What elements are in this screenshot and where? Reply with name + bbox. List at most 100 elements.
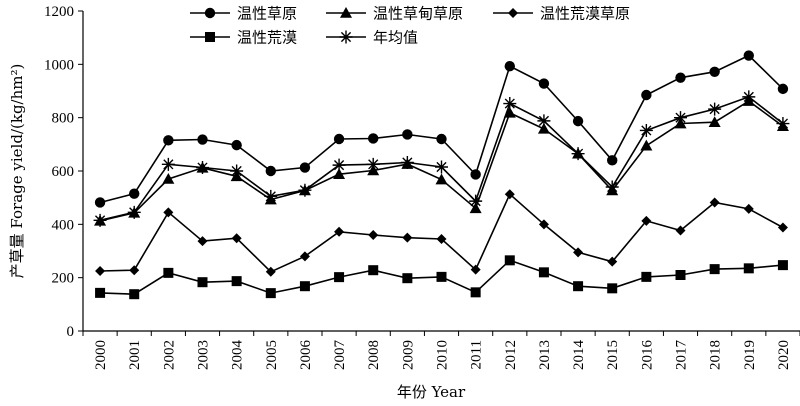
data-point xyxy=(94,197,106,208)
data-point xyxy=(197,134,208,145)
data-point xyxy=(572,115,584,127)
y-tick-label: 1000 xyxy=(44,57,74,73)
y-tick-label: 400 xyxy=(52,217,75,233)
data-point xyxy=(231,233,242,244)
data-point xyxy=(163,267,174,278)
data-point xyxy=(230,164,244,178)
data-point xyxy=(265,266,276,277)
data-point xyxy=(299,251,310,262)
data-point xyxy=(161,157,175,171)
y-axis-label: 产草量 Forage yield/(kg/hm²) xyxy=(8,64,26,279)
data-point xyxy=(469,202,482,214)
data-point xyxy=(675,225,686,236)
data-point xyxy=(743,263,754,274)
data-point xyxy=(197,277,208,288)
data-point xyxy=(231,139,242,151)
data-point xyxy=(163,207,174,218)
data-point xyxy=(298,183,312,197)
data-point xyxy=(743,203,754,214)
x-tick-label: 2015 xyxy=(605,340,621,370)
data-point xyxy=(436,234,447,244)
data-point xyxy=(708,102,722,116)
data-point xyxy=(537,122,550,134)
data-point xyxy=(777,83,789,95)
data-point xyxy=(709,197,720,208)
x-tick-label: 2020 xyxy=(776,340,792,370)
x-ticks: 2000 2001 2002 2003 2004 2005 2006 2007 2008 2009… xyxy=(82,331,800,371)
legend-marker xyxy=(205,32,215,42)
data-point xyxy=(435,160,448,174)
data-point xyxy=(503,97,517,111)
data-point xyxy=(641,89,652,101)
data-point xyxy=(504,60,515,72)
data-point xyxy=(129,289,140,300)
data-point xyxy=(436,133,447,145)
legend-label: 温性草原 xyxy=(237,5,297,23)
x-tick-label: 2003 xyxy=(196,340,212,370)
x-tick-label: 2008 xyxy=(366,340,382,370)
data-point xyxy=(776,117,790,131)
y-tick-label: 800 xyxy=(52,111,75,127)
data-point xyxy=(470,169,481,180)
data-point xyxy=(504,255,515,266)
data-point xyxy=(334,226,345,237)
data-point xyxy=(607,256,618,267)
data-point xyxy=(674,111,687,125)
data-point xyxy=(162,173,175,184)
data-point xyxy=(436,271,447,282)
legend-item: 年均值 xyxy=(326,29,418,47)
x-tick-label: 2016 xyxy=(639,340,655,371)
data-point xyxy=(605,180,619,194)
y-tick-label: 600 xyxy=(52,164,75,180)
data-point xyxy=(639,123,653,137)
data-point xyxy=(402,273,413,284)
series-4 xyxy=(95,255,788,300)
data-point xyxy=(129,265,140,276)
x-tick-label: 2010 xyxy=(435,340,451,370)
data-point xyxy=(640,139,653,151)
x-tick-label: 2012 xyxy=(503,340,519,370)
data-point xyxy=(400,155,414,169)
data-point xyxy=(470,287,481,298)
data-point xyxy=(332,158,346,172)
legend-item: 温性草原 xyxy=(190,5,297,23)
data-point xyxy=(333,168,346,179)
data-point xyxy=(95,266,106,276)
data-point xyxy=(368,133,379,144)
data-point xyxy=(641,271,652,282)
data-point xyxy=(675,72,686,83)
data-point xyxy=(538,219,549,230)
y-tick-label: 0 xyxy=(67,324,75,340)
data-point xyxy=(470,264,481,275)
data-point xyxy=(538,267,549,278)
series-1 xyxy=(94,50,789,208)
data-point xyxy=(402,232,413,243)
data-point xyxy=(129,188,140,199)
data-point xyxy=(333,133,345,145)
data-point xyxy=(573,281,584,292)
data-point xyxy=(366,157,380,171)
legend-label: 温性草甸草原 xyxy=(373,5,463,23)
data-point xyxy=(127,205,141,219)
data-point xyxy=(368,230,379,240)
series-5 xyxy=(93,90,790,227)
data-point xyxy=(607,155,618,166)
data-point xyxy=(709,66,720,78)
data-point xyxy=(334,272,345,283)
data-point xyxy=(504,189,515,200)
data-point xyxy=(607,283,618,294)
series-group xyxy=(93,50,790,300)
x-tick-label: 2013 xyxy=(537,340,553,370)
series-3 xyxy=(95,189,788,277)
data-point xyxy=(503,106,516,118)
data-point xyxy=(402,129,413,140)
x-tick-label: 2019 xyxy=(742,340,758,370)
data-point xyxy=(708,116,721,127)
legend-marker xyxy=(204,7,216,19)
x-tick-label: 2011 xyxy=(469,340,485,369)
data-point xyxy=(573,247,584,258)
x-tick-label: 2014 xyxy=(571,340,587,371)
data-point xyxy=(675,270,686,280)
